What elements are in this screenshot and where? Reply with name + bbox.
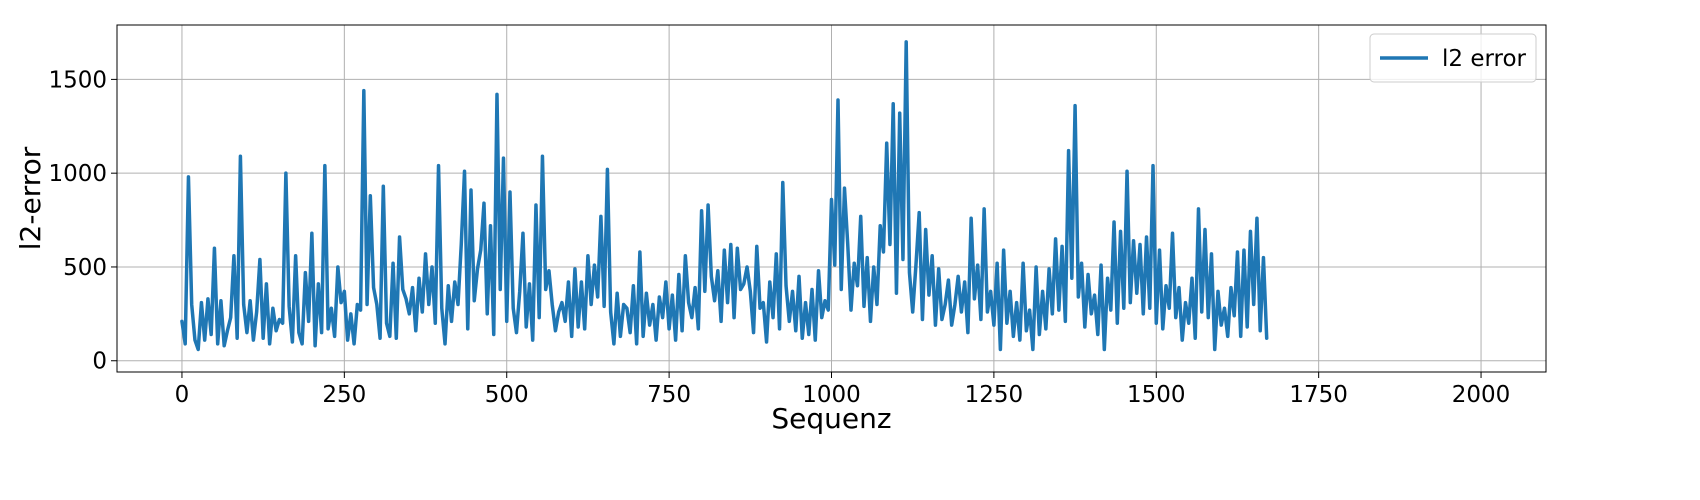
legend: l2 error	[1369, 33, 1537, 83]
x-tick-label: 0	[175, 382, 190, 408]
y-tick-label: 0	[92, 349, 107, 375]
x-tick-label: 1500	[1127, 382, 1186, 408]
y-tick-label: 500	[63, 255, 107, 281]
x-tick-label: 1250	[965, 382, 1024, 408]
x-tick-label: 2000	[1452, 382, 1511, 408]
x-tick-label: 750	[647, 382, 691, 408]
x-tick-label: 500	[485, 382, 529, 408]
y-tick-label: 1500	[48, 67, 107, 93]
x-tick-label: 1750	[1289, 382, 1348, 408]
x-tick-label: 250	[322, 382, 366, 408]
legend-label: l2 error	[1442, 46, 1527, 72]
series-line-l2-error	[180, 40, 1269, 352]
x-tick-label: 1000	[802, 382, 861, 408]
series-area	[180, 40, 1269, 352]
y-axis-title: l2-error	[14, 146, 47, 250]
x-axis-title: Sequenz	[771, 402, 891, 435]
legend-box	[1369, 33, 1537, 83]
ticks: 0 250 500 750 1000 1250 1500 1750 2000 0 500 1000 15…	[48, 67, 1510, 408]
y-tick-label: 1000	[48, 161, 107, 187]
